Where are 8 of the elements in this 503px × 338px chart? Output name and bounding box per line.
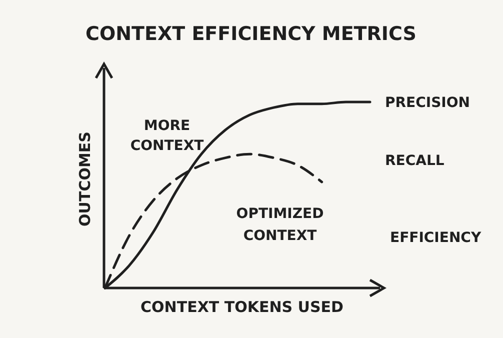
text: EFFICIENCY xyxy=(390,230,482,246)
series-label: PRECISION xyxy=(385,95,470,111)
y-axis-title: OUTCOMES xyxy=(76,132,94,226)
chart-title: CONTEXT EFFICIENCY METRICS xyxy=(86,23,416,45)
text: RECALL xyxy=(385,152,444,169)
annotation: MORE CONTEXT xyxy=(130,118,204,154)
x-axis-title: CONTEXT TOKENS USED xyxy=(140,298,344,316)
annotation: OPTIMIZED CONTEXT xyxy=(236,206,324,244)
